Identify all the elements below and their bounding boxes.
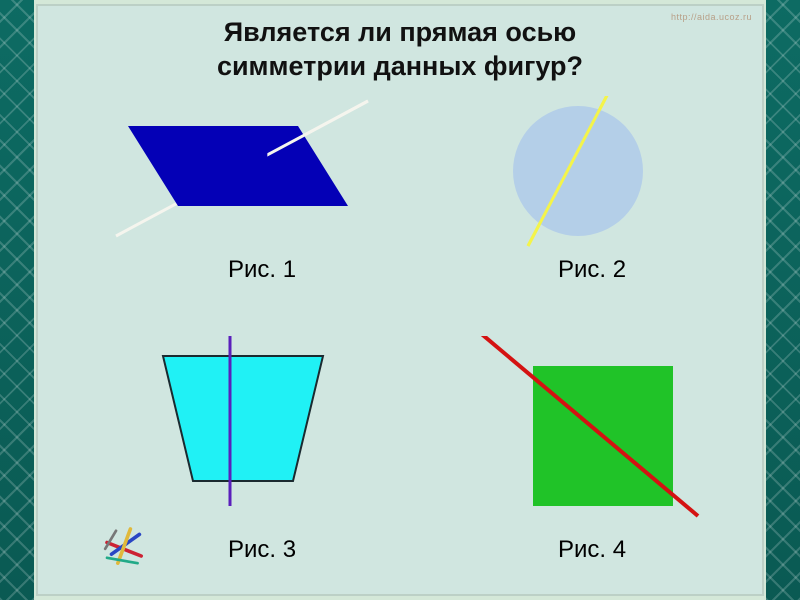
trapezoid-svg [108,336,388,526]
title-line-1: Является ли прямая осью [224,17,577,47]
trapezoid-shape [163,356,323,481]
figure-4 [438,336,738,541]
caption-4: Рис. 4 [558,536,626,564]
circle-svg [438,96,718,266]
square-svg [438,336,738,536]
parallelogram-shape [128,126,348,206]
content-panel: http://aida.ucoz.ru Является ли прямая о… [36,4,764,596]
corner-decoration-icon [98,520,152,574]
border-pattern [766,0,800,600]
circle-shape [513,106,643,236]
parallelogram-svg [108,96,388,256]
decorative-border-left [0,0,34,600]
decorative-border-right [766,0,800,600]
slide: http://aida.ucoz.ru Является ли прямая о… [0,0,800,600]
caption-1: Рис. 1 [228,256,296,284]
watermark-text: http://aida.ucoz.ru [671,12,752,22]
figure-2 [438,96,738,271]
caption-3: Рис. 3 [228,536,296,564]
caption-2: Рис. 2 [558,256,626,284]
title-line-2: симметрии данных фигур? [217,51,583,81]
figure-3 [108,336,408,531]
figure-1 [108,96,408,261]
slide-title: Является ли прямая осью симметрии данных… [38,16,762,84]
border-pattern [0,0,34,600]
